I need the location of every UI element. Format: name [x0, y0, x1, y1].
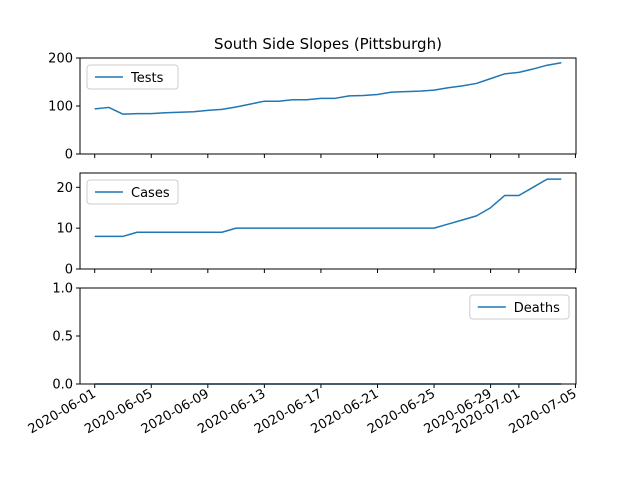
panel-tests: 0 100 200 Tests	[48, 52, 577, 163]
y-tick-label: 100	[48, 100, 73, 115]
y-tick-label: 10	[56, 222, 73, 237]
legend-box	[469, 294, 570, 320]
y-tick-label: 1.0	[52, 282, 73, 297]
y-tick-label: 0.5	[52, 330, 73, 345]
chart-title: South Side Slopes (Pittsburgh)	[214, 35, 442, 53]
series-line-tests	[94, 62, 562, 115]
legend: Cases	[86, 179, 179, 205]
y-tick-label: 0.0	[52, 378, 73, 393]
x-axis-labels: 2020-06-012020-06-052020-06-092020-06-13…	[26, 386, 580, 437]
y-tick-label: 0	[65, 148, 73, 163]
panel-deaths: 0.0 0.5 1.0 Deaths	[52, 282, 577, 393]
legend: Deaths	[469, 294, 570, 320]
legend-box	[86, 64, 179, 90]
y-tick-label: 200	[48, 52, 73, 67]
legend-box	[86, 179, 179, 205]
plot-frame	[79, 287, 577, 385]
series-line-cases	[94, 178, 562, 238]
legend-label: Tests	[130, 71, 164, 86]
legend: Tests	[86, 64, 179, 90]
y-tick-label: 0	[65, 263, 73, 278]
legend-label: Cases	[131, 186, 170, 201]
legend-label: Deaths	[514, 301, 560, 316]
panel-cases: 0 10 20 Cases	[56, 172, 577, 278]
plot-frame	[79, 57, 577, 155]
y-tick-label: 20	[56, 181, 73, 196]
plot-frame	[79, 172, 577, 270]
